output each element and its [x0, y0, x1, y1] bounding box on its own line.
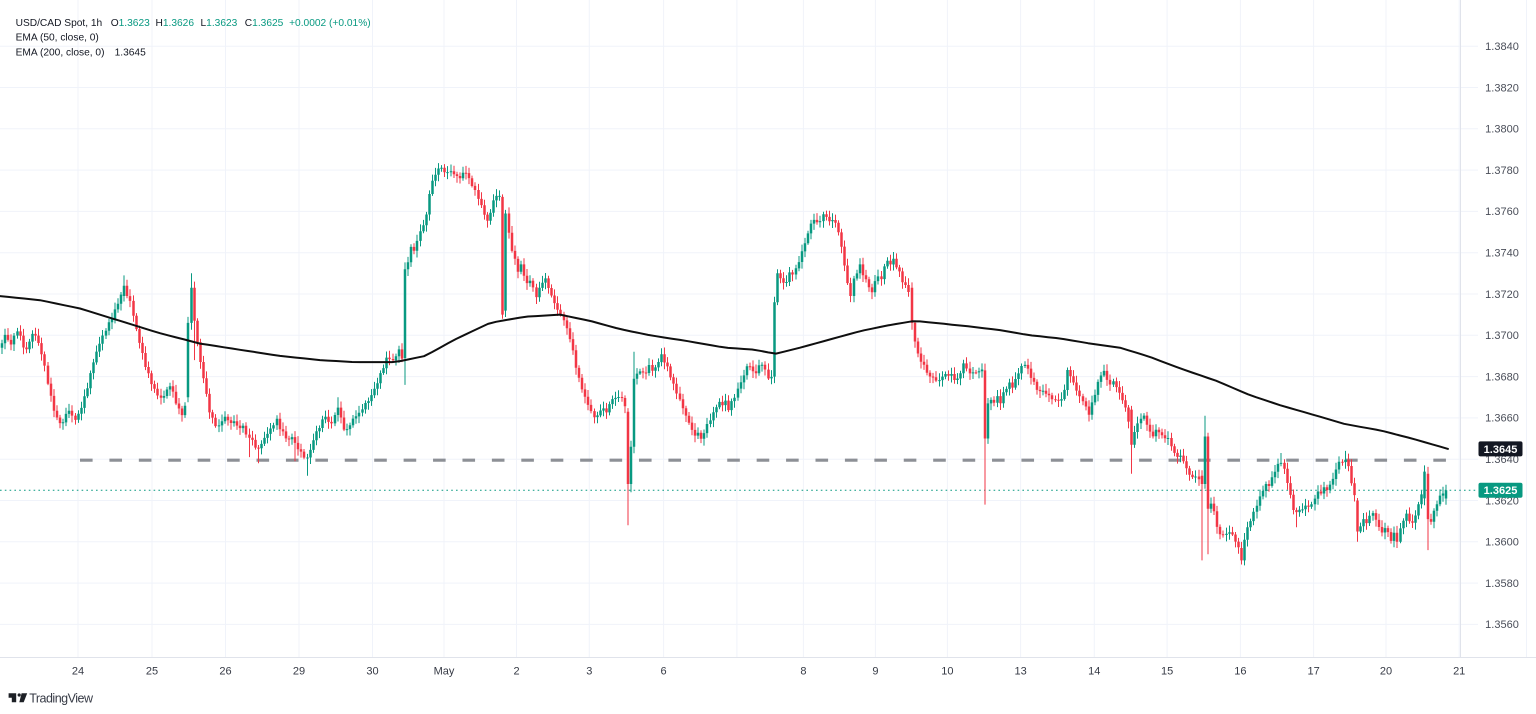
svg-text:3: 3	[586, 666, 592, 678]
svg-text:25: 25	[146, 666, 158, 678]
svg-text:9: 9	[872, 666, 878, 678]
svg-text:1.3720: 1.3720	[1485, 289, 1519, 301]
svg-text:17: 17	[1307, 666, 1319, 678]
svg-text:15: 15	[1161, 666, 1173, 678]
svg-text:10: 10	[941, 666, 953, 678]
svg-text:TradingView: TradingView	[29, 691, 94, 705]
svg-text:1.3800: 1.3800	[1485, 124, 1519, 136]
svg-text:13: 13	[1014, 666, 1026, 678]
svg-text:20: 20	[1380, 666, 1392, 678]
svg-text:1.3640: 1.3640	[1485, 454, 1519, 466]
svg-text:2: 2	[513, 666, 519, 678]
svg-text:1.3760: 1.3760	[1485, 206, 1519, 218]
svg-text:16: 16	[1234, 666, 1246, 678]
svg-text:1.3645: 1.3645	[1484, 444, 1518, 456]
svg-text:21: 21	[1453, 666, 1465, 678]
svg-text:May: May	[434, 666, 455, 678]
svg-text:1.3820: 1.3820	[1485, 82, 1519, 94]
svg-text:1.3840: 1.3840	[1485, 41, 1519, 53]
svg-text:1.3620: 1.3620	[1485, 495, 1519, 507]
svg-text:EMA (200, close, 0)1.3645: EMA (200, close, 0) 1.3645	[16, 47, 146, 58]
svg-text:1.3580: 1.3580	[1485, 578, 1519, 590]
svg-text:1.3780: 1.3780	[1485, 165, 1519, 177]
svg-text:6: 6	[661, 666, 667, 678]
svg-text:26: 26	[219, 666, 231, 678]
svg-text:1.3560: 1.3560	[1485, 619, 1519, 631]
svg-text:1.3680: 1.3680	[1485, 371, 1519, 383]
svg-text:29: 29	[293, 666, 305, 678]
svg-text:30: 30	[366, 666, 378, 678]
svg-text:24: 24	[72, 666, 84, 678]
svg-text:14: 14	[1088, 666, 1100, 678]
svg-text:1.3600: 1.3600	[1485, 537, 1519, 549]
svg-text:EMA (50, close, 0): EMA (50, close, 0)	[16, 33, 99, 44]
svg-text:1.3625: 1.3625	[1484, 485, 1518, 497]
svg-text:1.3660: 1.3660	[1485, 413, 1519, 425]
svg-text:1.3740: 1.3740	[1485, 248, 1519, 260]
svg-text:8: 8	[800, 666, 806, 678]
svg-text:1.3700: 1.3700	[1485, 330, 1519, 342]
